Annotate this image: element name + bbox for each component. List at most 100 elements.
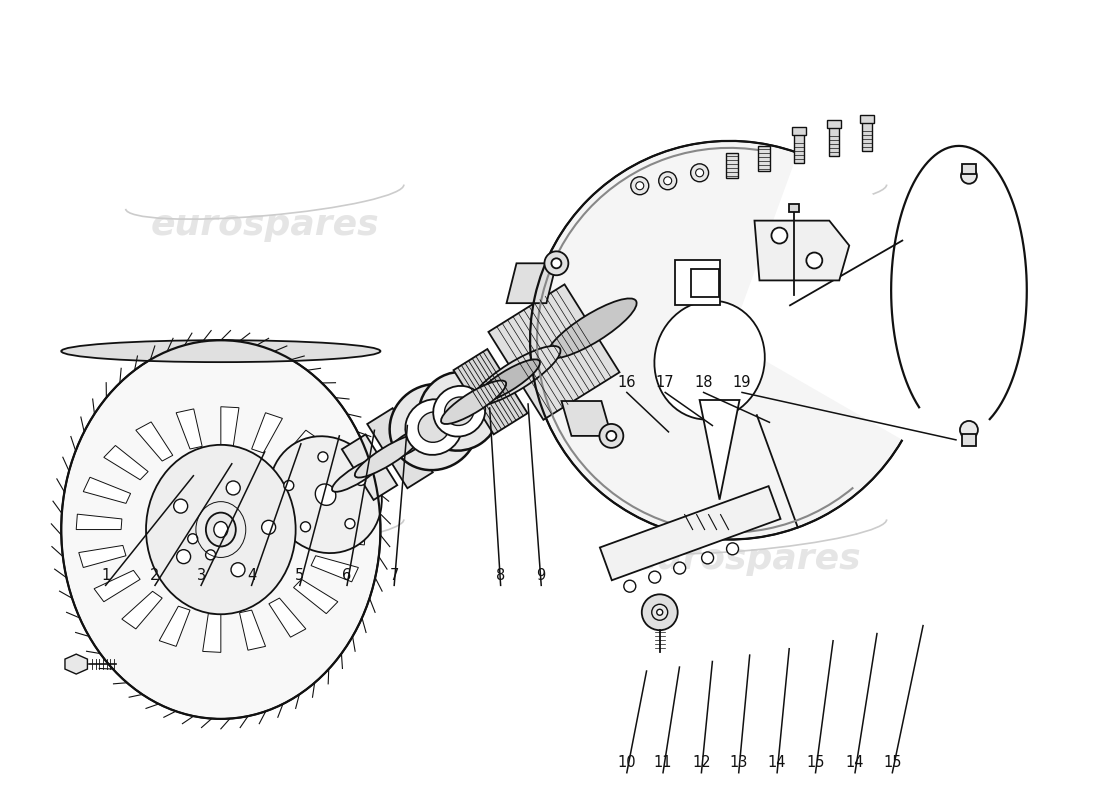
- Bar: [790, 204, 800, 212]
- Text: eurospares: eurospares: [151, 208, 380, 242]
- Bar: [862, 117, 872, 151]
- Circle shape: [641, 594, 678, 630]
- Polygon shape: [76, 514, 122, 530]
- Text: eurospares: eurospares: [634, 542, 861, 577]
- Bar: [600, 486, 781, 580]
- Circle shape: [659, 172, 676, 190]
- Text: 19: 19: [733, 375, 751, 390]
- Ellipse shape: [441, 381, 506, 424]
- Circle shape: [961, 168, 977, 184]
- Circle shape: [673, 562, 685, 574]
- Polygon shape: [320, 530, 365, 545]
- Ellipse shape: [654, 301, 764, 420]
- Polygon shape: [95, 570, 140, 602]
- Polygon shape: [122, 591, 162, 629]
- Text: 3: 3: [197, 568, 206, 583]
- Bar: [794, 129, 804, 163]
- Text: 18: 18: [694, 375, 713, 390]
- Bar: [962, 164, 976, 174]
- Bar: [726, 154, 737, 178]
- Text: eurospares: eurospares: [151, 542, 380, 577]
- Ellipse shape: [62, 340, 381, 719]
- Ellipse shape: [389, 384, 478, 470]
- Polygon shape: [65, 654, 87, 674]
- Polygon shape: [240, 610, 265, 650]
- Text: 6: 6: [342, 568, 352, 583]
- Text: 11: 11: [653, 755, 672, 770]
- Circle shape: [695, 169, 704, 177]
- Polygon shape: [176, 409, 202, 449]
- Text: 7: 7: [389, 568, 399, 583]
- Circle shape: [606, 431, 616, 441]
- Ellipse shape: [444, 397, 474, 426]
- Circle shape: [649, 571, 661, 583]
- Circle shape: [544, 251, 569, 275]
- Ellipse shape: [381, 419, 446, 462]
- Text: 2: 2: [151, 568, 160, 583]
- Ellipse shape: [419, 372, 499, 450]
- Circle shape: [960, 421, 978, 439]
- Circle shape: [657, 610, 662, 615]
- Circle shape: [188, 534, 198, 544]
- Circle shape: [206, 550, 216, 560]
- Circle shape: [177, 550, 190, 564]
- Circle shape: [300, 522, 310, 532]
- Bar: [860, 115, 875, 123]
- Ellipse shape: [418, 412, 450, 442]
- Ellipse shape: [270, 436, 382, 553]
- Circle shape: [345, 518, 355, 529]
- Circle shape: [262, 520, 276, 534]
- Ellipse shape: [146, 445, 296, 614]
- Polygon shape: [294, 579, 338, 614]
- Circle shape: [355, 475, 365, 486]
- Polygon shape: [160, 606, 190, 646]
- Text: 15: 15: [806, 755, 825, 770]
- Circle shape: [227, 481, 240, 495]
- Polygon shape: [252, 413, 283, 453]
- Ellipse shape: [433, 386, 485, 437]
- Circle shape: [231, 562, 245, 577]
- Polygon shape: [202, 614, 221, 652]
- Circle shape: [806, 253, 823, 269]
- Circle shape: [624, 580, 636, 592]
- Ellipse shape: [355, 442, 407, 477]
- Ellipse shape: [471, 346, 561, 406]
- Wedge shape: [729, 148, 934, 442]
- Circle shape: [530, 141, 930, 539]
- Bar: [829, 122, 839, 156]
- Text: 16: 16: [617, 375, 636, 390]
- Text: 17: 17: [656, 375, 674, 390]
- Polygon shape: [279, 430, 320, 468]
- Polygon shape: [367, 408, 432, 488]
- Circle shape: [636, 182, 644, 190]
- Text: eurospares: eurospares: [634, 208, 861, 242]
- Polygon shape: [674, 261, 719, 306]
- Ellipse shape: [475, 359, 540, 403]
- Ellipse shape: [62, 340, 381, 362]
- Bar: [962, 434, 976, 446]
- Polygon shape: [453, 349, 528, 434]
- Polygon shape: [342, 434, 397, 500]
- Bar: [827, 120, 842, 128]
- Ellipse shape: [316, 484, 336, 506]
- Bar: [691, 270, 718, 298]
- Circle shape: [727, 543, 738, 555]
- Polygon shape: [316, 491, 363, 514]
- Polygon shape: [135, 422, 173, 461]
- Ellipse shape: [206, 513, 235, 546]
- Text: 14: 14: [768, 755, 786, 770]
- Polygon shape: [311, 556, 359, 582]
- Polygon shape: [755, 221, 849, 281]
- Text: 1: 1: [101, 568, 110, 583]
- Circle shape: [551, 258, 561, 268]
- Circle shape: [663, 177, 672, 185]
- Ellipse shape: [355, 434, 420, 478]
- Bar: [792, 127, 806, 135]
- Text: 15: 15: [883, 755, 902, 770]
- Text: 8: 8: [496, 568, 505, 583]
- Text: 12: 12: [692, 755, 711, 770]
- Polygon shape: [79, 546, 126, 567]
- Circle shape: [318, 452, 328, 462]
- Ellipse shape: [405, 399, 462, 455]
- Polygon shape: [301, 458, 348, 489]
